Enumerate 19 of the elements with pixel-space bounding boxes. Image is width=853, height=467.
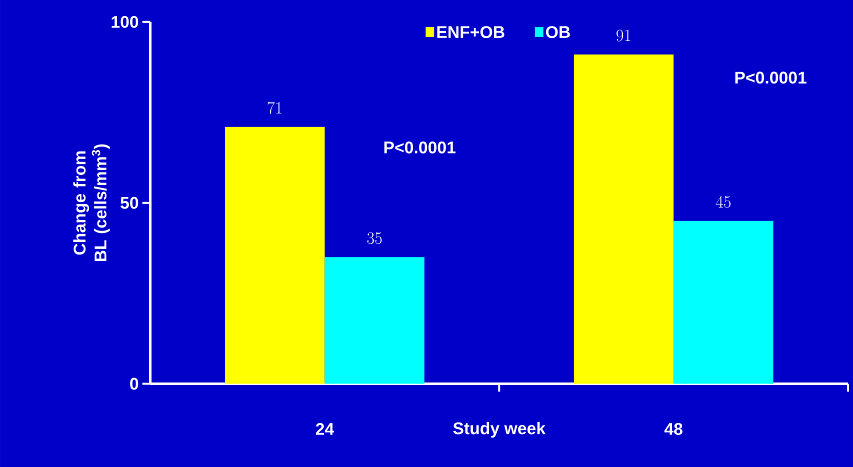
y-tick-label: 0 [130, 378, 138, 390]
data-label: 71 [268, 102, 282, 114]
bar [574, 54, 674, 384]
data-label: 35 [367, 232, 382, 244]
annotation: P<0.0001 [735, 71, 806, 84]
data-label: 91 [616, 29, 630, 42]
x-axis-title: Study week [453, 422, 546, 438]
bar [674, 220, 774, 384]
x-tick-label: 48 [664, 422, 682, 435]
data-label: 45 [716, 196, 731, 208]
x-tick-label: 24 [316, 422, 334, 435]
bar [324, 256, 424, 384]
legend-label: OB [546, 26, 570, 38]
annotation: P<0.0001 [384, 141, 456, 154]
y-tick-label: 100 [112, 16, 138, 28]
legend-label: ENF+OB [437, 26, 504, 38]
y-tick-label: 50 [120, 196, 138, 209]
y-axis-title: Change from BL (cells/mm$^{3}$) [73, 144, 110, 261]
bar [225, 126, 325, 384]
